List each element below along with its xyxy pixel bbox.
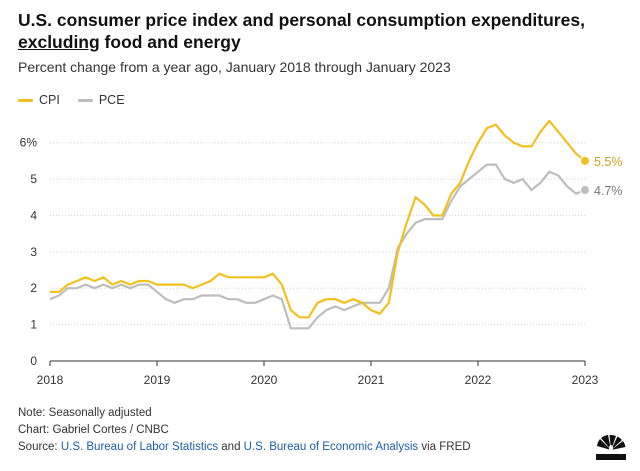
y-axis-ticks: 0 1 2 3 4 5 6% [20,136,38,368]
source-suffix: via FRED [418,441,471,453]
gridlines [50,142,585,326]
source-prefix: Source: [18,441,61,453]
cnbc-peacock-icon [596,434,626,460]
source-line: Source: U.S. Bureau of Labor Statistics … [18,441,471,453]
legend-item-pce: PCE [77,93,125,107]
title-rest: food and energy [99,32,241,52]
chart-subtitle: Percent change from a year ago, January … [18,59,451,75]
end-point-pce [580,185,590,196]
series-line-pce [49,163,586,330]
y-tick-label: 3 [30,245,37,259]
source-and: and [218,441,244,453]
y-tick-label: 5 [30,172,37,186]
series-lines [49,119,590,330]
chart-title: U.S. consumer price index and personal c… [18,9,628,53]
legend-label-pce: PCE [98,93,125,107]
y-tick-label: 2 [30,281,37,295]
x-tick-label: 2018 [37,373,64,387]
series-line-cpi [50,119,586,319]
y-tick-label: 6% [20,136,38,150]
end-label-cpi: 5.5% [594,155,623,169]
y-tick-label: 1 [30,318,37,332]
x-tick-label: 2022 [465,373,492,387]
legend-item-cpi: CPI [18,93,60,107]
legend-swatch-pce [77,98,93,102]
end-label-pce: 4.7% [594,184,623,198]
chart-credit: Chart: Gabriel Cortes / CNBC [18,424,169,436]
x-tick-label: 2020 [251,373,278,387]
y-tick-label: 4 [30,208,37,222]
end-point-cpi [580,155,590,166]
line-chart: 0 1 2 3 4 5 6% 2018 2019 2020 2021 2022 2023 4.7% 5.… [20,119,623,387]
legend-swatch-cpi [18,98,33,102]
y-tick-label: 0 [30,354,37,368]
end-labels: 4.7% 5.5% [594,155,623,198]
title-line-1: U.S. consumer price index and personal c… [18,10,585,30]
x-tick-label: 2021 [358,373,385,387]
x-tick-label: 2019 [144,373,171,387]
title-underlined-word: excluding [18,32,100,52]
legend-label-cpi: CPI [39,93,60,107]
source-link-bea[interactable]: U.S. Bureau of Economic Analysis [243,441,419,453]
chart-legend: CPI PCE [18,93,143,107]
x-axis: 2018 2019 2020 2021 2022 2023 [37,360,599,387]
footnote: Note: Seasonally adjusted [18,407,152,419]
source-link-bls[interactable]: U.S. Bureau of Labor Statistics [60,441,219,453]
x-tick-label: 2023 [572,373,599,387]
